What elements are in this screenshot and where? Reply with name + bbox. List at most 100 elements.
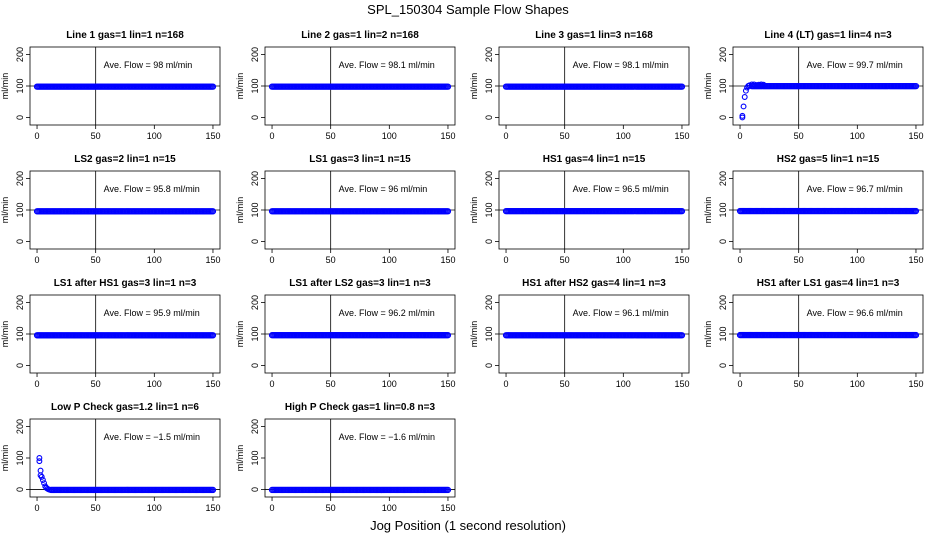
x-tick-label: 150 <box>674 379 689 389</box>
panel-4: Line 4 (LT) gas=1 lin=4 n=3 0 50 100 150 0 100… <box>703 30 923 141</box>
data-series <box>33 83 217 90</box>
data-point <box>912 207 920 215</box>
y-tick-label: 0 <box>15 487 25 492</box>
x-tick-label: 100 <box>147 131 162 141</box>
plot-frame <box>29 418 221 498</box>
ave-flow-annotation: Ave. Flow = 96.7 ml/min <box>807 184 903 194</box>
y-tick-label: 100 <box>250 202 260 217</box>
ave-flow-annotation: Ave. Flow = 98 ml/min <box>104 60 193 70</box>
x-tick-label: 100 <box>850 255 865 265</box>
y-tick-label: 200 <box>15 47 25 62</box>
data-series <box>268 208 452 215</box>
panel-title: Line 1 gas=1 lin=1 n=168 <box>66 30 184 41</box>
x-tick-label: 50 <box>91 255 101 265</box>
x-tick-label: 0 <box>270 255 275 265</box>
x-tick-label: 50 <box>560 131 570 141</box>
y-tick-label: 100 <box>484 78 494 93</box>
y-tick-label: 200 <box>718 295 728 310</box>
x-tick-label: 150 <box>205 255 220 265</box>
x-tick-label: 100 <box>147 255 162 265</box>
data-series <box>736 331 920 339</box>
panel-title: HS2 gas=5 lin=1 n=15 <box>777 154 880 165</box>
x-tick-label: 150 <box>440 379 455 389</box>
data-point <box>39 477 46 483</box>
x-tick-label: 0 <box>504 379 509 389</box>
panel-title: Line 3 gas=1 lin=3 n=168 <box>535 30 653 41</box>
data-point <box>742 87 749 94</box>
ave-flow-annotation: Ave. Flow = 95.8 ml/min <box>104 184 200 194</box>
data-point <box>678 207 686 215</box>
panel-2: Line 2 gas=1 lin=2 n=168 0 50 100 150 0 100 200… <box>235 30 455 141</box>
ave-flow-annotation: Ave. Flow = 96.6 ml/min <box>807 308 903 318</box>
x-tick-label: 100 <box>382 379 397 389</box>
x-tick-label: 50 <box>326 131 336 141</box>
y-axis-label: ml/min <box>703 321 713 348</box>
x-tick-label: 0 <box>504 255 509 265</box>
x-tick-label: 50 <box>794 131 804 141</box>
y-tick-label: 200 <box>250 295 260 310</box>
x-tick-label: 100 <box>850 379 865 389</box>
y-tick-label: 0 <box>15 363 25 368</box>
data-series <box>502 207 686 215</box>
y-axis-label: ml/min <box>235 73 245 100</box>
y-axis-label: ml/min <box>235 445 245 472</box>
data-series <box>502 83 686 90</box>
y-tick-label: 100 <box>15 450 25 465</box>
panel-13: Low P Check gas=1.2 lin=1 n=6 0 50 100 150 0 1… <box>0 402 220 513</box>
x-tick-label: 100 <box>616 131 631 141</box>
x-tick-label: 0 <box>738 131 743 141</box>
y-tick-label: 200 <box>484 171 494 186</box>
ave-flow-annotation: Ave. Flow = 98.1 ml/min <box>573 60 669 70</box>
figure-x-axis-label: Jog Position (1 second resolution) <box>370 518 566 533</box>
panel-14: High P Check gas=1 lin=0.8 n=3 0 50 100 150 0… <box>235 402 455 513</box>
data-series <box>33 208 217 215</box>
x-tick-label: 150 <box>440 503 455 513</box>
panel-3: Line 3 gas=1 lin=3 n=168 0 50 100 150 0 100 200… <box>469 30 689 141</box>
panel-title: LS1 gas=3 lin=1 n=15 <box>309 154 411 165</box>
data-point <box>444 486 452 494</box>
x-tick-label: 50 <box>91 379 101 389</box>
x-tick-label: 100 <box>382 255 397 265</box>
x-tick-label: 50 <box>560 255 570 265</box>
panel-title: High P Check gas=1 lin=0.8 n=3 <box>285 402 436 413</box>
y-tick-label: 100 <box>484 202 494 217</box>
panel-title: LS1 after HS1 gas=3 lin=1 n=3 <box>54 278 197 289</box>
y-tick-label: 0 <box>250 115 260 120</box>
panel-title: HS1 after LS1 gas=4 lin=1 n=3 <box>757 278 900 289</box>
y-tick-label: 100 <box>15 202 25 217</box>
y-tick-label: 100 <box>250 450 260 465</box>
y-tick-label: 100 <box>718 78 728 93</box>
x-tick-label: 0 <box>504 131 509 141</box>
y-axis-label: ml/min <box>0 197 10 224</box>
x-tick-label: 150 <box>205 379 220 389</box>
data-point <box>444 332 452 339</box>
x-tick-label: 50 <box>91 131 101 141</box>
x-tick-label: 150 <box>908 255 923 265</box>
y-axis-label: ml/min <box>703 73 713 100</box>
ave-flow-annotation: Ave. Flow = 96 ml/min <box>339 184 428 194</box>
ave-flow-annotation: Ave. Flow = 96.5 ml/min <box>573 184 669 194</box>
x-tick-label: 50 <box>326 255 336 265</box>
y-tick-label: 200 <box>250 171 260 186</box>
y-tick-label: 0 <box>250 239 260 244</box>
data-point <box>38 473 45 480</box>
x-tick-label: 0 <box>738 379 743 389</box>
y-tick-label: 0 <box>718 115 728 120</box>
y-axis-label: ml/min <box>469 73 479 100</box>
x-tick-label: 100 <box>382 131 397 141</box>
ave-flow-annotation: Ave. Flow = 96.1 ml/min <box>573 308 669 318</box>
data-point <box>209 83 217 90</box>
y-tick-label: 100 <box>250 326 260 341</box>
x-tick-label: 0 <box>270 379 275 389</box>
panel-7: HS1 gas=4 lin=1 n=15 0 50 100 150 0 100 200 ml/m… <box>469 154 689 265</box>
y-tick-label: 100 <box>250 78 260 93</box>
panel-12: HS1 after LS1 gas=4 lin=1 n=3 0 50 100 150 0 1… <box>703 278 923 389</box>
panel-title: Line 4 (LT) gas=1 lin=4 n=3 <box>764 30 892 41</box>
panels-grid: Line 1 gas=1 lin=1 n=168 0 50 100 150 0 100 200… <box>0 30 923 513</box>
y-tick-label: 0 <box>15 115 25 120</box>
data-point <box>444 208 452 215</box>
data-series <box>268 486 452 494</box>
x-tick-label: 0 <box>35 379 40 389</box>
x-tick-label: 100 <box>616 379 631 389</box>
ave-flow-annotation: Ave. Flow = 98.1 ml/min <box>339 60 435 70</box>
